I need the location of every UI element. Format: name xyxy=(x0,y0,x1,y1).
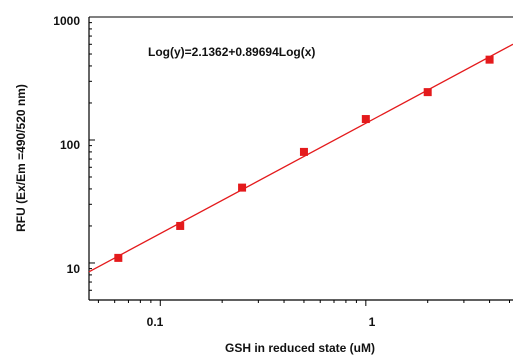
regression-fit-line xyxy=(88,43,513,273)
y-axis-label: RFU (Ex/Em =490/520 nm) xyxy=(14,84,28,232)
ticks-layer xyxy=(89,16,510,306)
fit-layer xyxy=(88,43,513,273)
points-layer xyxy=(114,55,494,262)
data-point xyxy=(114,253,123,262)
x-tick-label-1: 1 xyxy=(369,315,376,329)
regression-equation: Log(y)=2.1362+0.89694Log(x) xyxy=(148,45,315,59)
data-point xyxy=(176,221,185,230)
x-tick-label-0-1: 0.1 xyxy=(147,315,164,329)
y-tick-label-100: 100 xyxy=(60,138,80,152)
y-tick-label-10: 10 xyxy=(67,262,81,276)
data-point xyxy=(485,55,494,64)
y-tick-label-1000: 1000 xyxy=(53,14,80,28)
data-point xyxy=(361,115,370,124)
axes xyxy=(88,16,513,301)
x-axis-label: GSH in reduced state (uM) xyxy=(225,341,375,355)
data-point xyxy=(238,183,247,192)
data-point xyxy=(423,88,432,97)
data-point xyxy=(299,147,308,156)
